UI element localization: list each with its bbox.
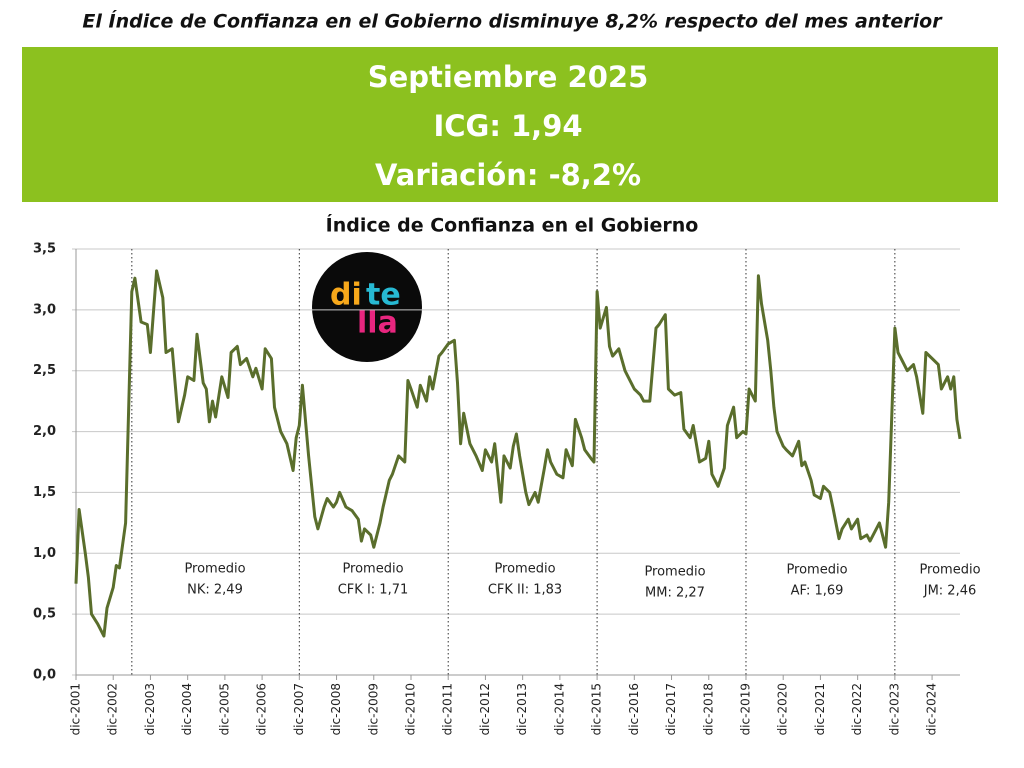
x-tick-label: dic-2003 [143,683,157,735]
x-tick-label: dic-2005 [217,683,231,735]
y-tick-label: 2,5 [33,363,56,378]
logo [312,252,422,362]
period-label: AF: 1,69 [791,584,844,599]
banner-line: ICG: 1,94 [433,109,582,143]
period-label: JM: 2,46 [923,584,977,599]
banner-line: Variación: -8,2% [375,158,641,192]
x-tick-label: dic-2006 [255,683,269,735]
x-tick-label: dic-2004 [180,683,194,735]
y-tick-label: 3,0 [33,302,56,317]
period-label: Promedio [184,562,245,577]
x-tick-label: dic-2013 [515,683,529,735]
period-label: NK: 2,49 [187,583,243,598]
period-label: Promedio [494,562,555,577]
x-tick-label: dic-2024 [925,683,939,735]
logo-text: te [366,278,401,313]
x-tick-label: dic-2007 [292,683,306,735]
period-label: Promedio [786,563,847,578]
x-tick-label: dic-2011 [441,683,455,735]
x-tick-label: dic-2012 [478,683,492,735]
period-label: MM: 2,27 [645,586,705,601]
x-tick-label: dic-2009 [366,683,380,735]
x-tick-label: dic-2001 [69,683,83,735]
chart-title: Índice de Confianza en el Gobierno [326,214,699,237]
logo-text: lla [357,306,398,341]
x-tick-label: dic-2002 [106,683,120,735]
x-tick-label: dic-2017 [664,683,678,735]
period-label: Promedio [919,563,980,578]
x-tick-label: dic-2015 [590,683,604,735]
x-tick-label: dic-2022 [850,683,864,735]
x-tick-label: dic-2020 [776,683,790,735]
x-tick-label: dic-2010 [403,683,417,735]
y-tick-label: 1,5 [33,485,56,500]
period-label: Promedio [342,562,403,577]
period-label: Promedio [644,565,705,580]
headline: El Índice de Confianza en el Gobierno di… [82,10,943,33]
y-tick-label: 3,5 [33,242,56,257]
x-tick-label: dic-2016 [627,683,641,735]
banner [22,47,998,202]
x-tick-label: dic-2023 [887,683,901,735]
x-tick-label: dic-2019 [738,683,752,735]
x-tick-label: dic-2018 [701,683,715,735]
x-tick-label: dic-2021 [813,683,827,735]
y-tick-label: 0,0 [33,668,56,683]
series-line [74,269,962,638]
y-tick-label: 0,5 [33,607,56,622]
logo-text: di [330,278,362,313]
banner-line: Septiembre 2025 [368,60,649,94]
x-tick-label: dic-2008 [329,683,343,735]
plot: 0,0 0,5 1,0 1,5 2,0 2,5 3,0 3,5 dic-2001 dic-2002… [33,242,981,736]
y-tick-label: 2,0 [33,424,56,439]
period-label: CFK II: 1,83 [488,583,562,598]
x-tick-label: dic-2014 [552,683,566,735]
y-tick-label: 1,0 [33,546,56,561]
period-label: CFK I: 1,71 [338,583,409,598]
